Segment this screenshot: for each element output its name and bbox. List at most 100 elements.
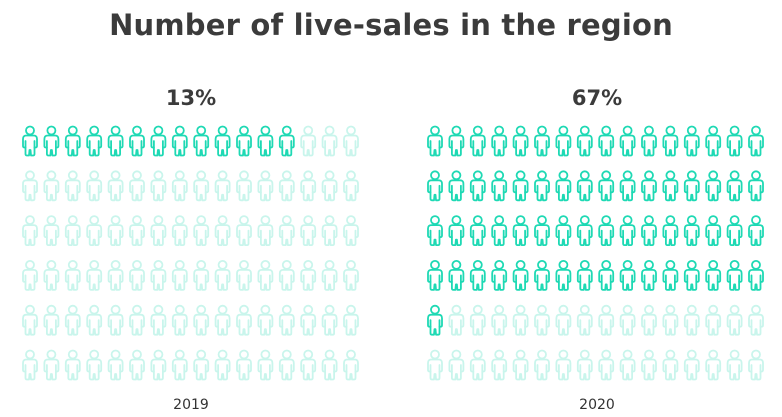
person-icon-2020-12-filled (662, 125, 679, 157)
person-icon-2019-47-empty (321, 215, 338, 247)
person-icon-2019-75-empty (236, 304, 252, 336)
person-icon-2020-85-empty (512, 349, 529, 381)
person-icon-2019-64-empty (343, 259, 359, 291)
person-icon-2020-69-empty (512, 304, 529, 336)
percent-label-2019: 13% (165, 86, 217, 110)
person-icon-2020-6-filled (534, 125, 550, 157)
person-icon-2020-76-empty (662, 304, 679, 336)
person-icon-2019-71-empty (150, 304, 167, 336)
person-icon-2019-66-empty (43, 304, 60, 336)
person-icon-2019-62-empty (300, 259, 317, 291)
person-icon-2020-81-empty (427, 349, 443, 381)
person-icon-2020-23-filled (555, 170, 572, 202)
person-icon-2019-51-empty (64, 259, 81, 291)
person-icon-2020-87-empty (555, 349, 572, 381)
person-icon-2020-26-filled (619, 170, 636, 202)
person-icon-2020-53-filled (512, 259, 529, 291)
person-icon-2020-80-empty (748, 304, 764, 336)
person-icon-2020-90-empty (619, 349, 636, 381)
person-icon-2020-52-filled (491, 259, 508, 291)
person-icon-2019-82-empty (43, 349, 60, 381)
person-icon-2020-92-empty (662, 349, 679, 381)
percent-label-2020: 67% (571, 86, 623, 110)
person-icon-2020-39-filled (555, 215, 572, 247)
person-icon-2019-48-empty (343, 215, 359, 247)
person-icon-2019-16-empty (343, 125, 359, 157)
person-icon-2020-13-filled (683, 125, 700, 157)
person-icon-2020-38-filled (534, 215, 550, 247)
person-icon-2019-95-empty (321, 349, 338, 381)
person-icon-2020-71-empty (555, 304, 572, 336)
person-icon-2019-84-empty (86, 349, 103, 381)
person-icon-2019-7-filled (150, 125, 167, 157)
person-icon-2019-57-empty (193, 259, 210, 291)
person-icon-2019-53-empty (107, 259, 124, 291)
person-icon-2019-24-empty (171, 170, 188, 202)
person-icon-2019-41-empty (193, 215, 210, 247)
person-icon-2019-91-empty (236, 349, 252, 381)
person-icon-2019-59-empty (236, 259, 252, 291)
person-icon-2020-29-filled (683, 170, 700, 202)
person-icon-2019-58-empty (214, 259, 231, 291)
person-icon-2020-32-filled (748, 170, 764, 202)
person-icon-2020-30-filled (705, 170, 722, 202)
person-icon-2020-77-empty (683, 304, 700, 336)
person-icon-2019-27-empty (236, 170, 252, 202)
person-icon-2020-44-filled (662, 215, 679, 247)
person-icon-2020-2-filled (448, 125, 465, 157)
person-icon-2020-37-filled (512, 215, 529, 247)
person-icon-2019-93-empty (278, 349, 295, 381)
person-icon-2019-81-empty (22, 349, 38, 381)
person-icon-2019-54-empty (129, 259, 145, 291)
person-icon-2019-5-filled (107, 125, 124, 157)
person-icon-2020-51-filled (469, 259, 486, 291)
person-icon-2019-76-empty (257, 304, 274, 336)
person-icon-2019-40-empty (171, 215, 188, 247)
person-icon-2020-72-empty (576, 304, 593, 336)
person-icon-2020-4-filled (491, 125, 508, 157)
year-label-2019: 2019 (173, 397, 209, 413)
person-icon-2019-96-empty (343, 349, 359, 381)
person-icon-2019-74-empty (214, 304, 231, 336)
person-icon-2020-84-empty (491, 349, 508, 381)
person-icon-2020-41-filled (598, 215, 615, 247)
person-icon-2019-14-empty (300, 125, 317, 157)
person-icon-2020-48-filled (748, 215, 764, 247)
person-icon-2020-94-empty (705, 349, 722, 381)
person-icon-2019-22-empty (129, 170, 145, 202)
person-icon-2020-63-filled (726, 259, 743, 291)
person-icon-2020-68-empty (491, 304, 508, 336)
person-icon-2019-86-empty (129, 349, 145, 381)
person-icon-2019-77-empty (278, 304, 295, 336)
person-icon-2020-31-filled (726, 170, 743, 202)
person-icon-2020-54-filled (534, 259, 550, 291)
person-icon-2019-19-empty (64, 170, 81, 202)
person-icon-2019-11-filled (236, 125, 252, 157)
person-icon-2019-1-filled (22, 125, 38, 157)
person-icon-2020-10-filled (619, 125, 636, 157)
person-icon-2019-89-empty (193, 349, 210, 381)
person-icon-2019-44-empty (257, 215, 274, 247)
person-icon-2020-55-filled (555, 259, 572, 291)
person-icon-2019-37-empty (107, 215, 124, 247)
person-icon-2019-88-empty (171, 349, 188, 381)
person-icon-2020-46-filled (705, 215, 722, 247)
person-icon-2020-56-filled (576, 259, 593, 291)
person-icon-2020-15-filled (726, 125, 743, 157)
person-icon-2020-3-filled (469, 125, 486, 157)
person-icon-2020-35-filled (469, 215, 486, 247)
person-icon-2020-64-filled (748, 259, 764, 291)
person-icon-2020-19-filled (469, 170, 486, 202)
person-icon-2020-16-filled (748, 125, 764, 157)
person-icon-2020-66-empty (448, 304, 465, 336)
person-icon-2020-42-filled (619, 215, 636, 247)
person-icon-2019-52-empty (86, 259, 103, 291)
person-icon-2020-95-empty (726, 349, 743, 381)
chart-title: Number of live-sales in the region (109, 8, 673, 42)
person-icon-2019-10-filled (214, 125, 231, 157)
person-icon-2019-85-empty (107, 349, 124, 381)
person-icon-2019-92-empty (257, 349, 274, 381)
person-icon-2019-28-empty (257, 170, 274, 202)
